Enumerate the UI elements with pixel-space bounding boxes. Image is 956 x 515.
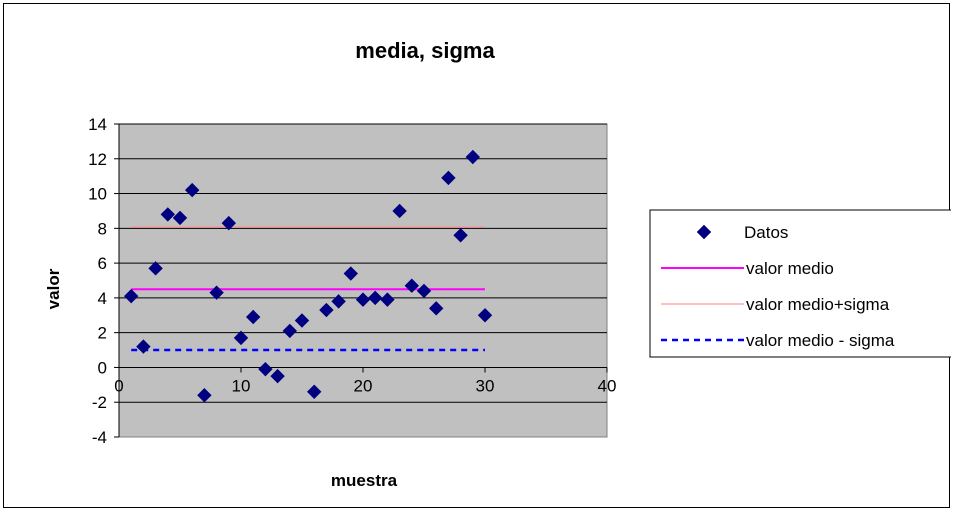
x-tick-label-3: 30 — [476, 376, 495, 395]
data-point-15 — [294, 313, 310, 328]
data-point-14 — [282, 323, 298, 339]
y-axis-title: valor — [44, 268, 63, 309]
data-point-23 — [392, 203, 407, 219]
data-point-7 — [197, 388, 212, 403]
data-point-8 — [209, 285, 224, 300]
data-point-16 — [306, 384, 322, 399]
data-point-19 — [343, 266, 359, 281]
x-tick-label-2: 20 — [354, 376, 373, 395]
x-tick-label-1: 10 — [232, 376, 251, 395]
x-axis-title: muestra — [331, 471, 398, 490]
data-point-6 — [184, 182, 200, 198]
plot-area — [118, 123, 608, 438]
legend-label-2: valor medio+sigma — [746, 295, 890, 314]
axes — [114, 123, 608, 438]
y-tick-label-3: 2 — [98, 324, 107, 343]
legend: Datos valor medio valor medio+sigma valor m… — [649, 209, 951, 358]
y-tick-label-2: 0 — [98, 358, 107, 377]
data-point-26 — [428, 301, 444, 316]
data-point-30 — [477, 308, 493, 323]
data-point-12 — [258, 361, 273, 377]
x-tick-label-0: 0 — [114, 376, 123, 395]
data-point-1 — [123, 288, 139, 304]
y-tick-label-9: 14 — [88, 115, 107, 134]
data-point-18 — [331, 294, 346, 309]
data-point-25 — [416, 283, 432, 299]
data-point-2 — [136, 339, 151, 354]
y-tick-label-1: -2 — [92, 393, 107, 412]
legend-label-3: valor medio - sigma — [746, 331, 895, 350]
data-point-27 — [441, 170, 456, 186]
legend-marker-0 — [696, 224, 712, 240]
data-point-24 — [404, 278, 420, 293]
data-point-10 — [233, 330, 249, 346]
data-point-11 — [245, 309, 261, 325]
data-point-17 — [319, 302, 334, 318]
y-tick-label-7: 10 — [88, 185, 107, 204]
chart-area: media, sigma -4 -2 0 2 4 6 8 10 12 14 0 10 20 30 40 mu… — [3, 3, 951, 508]
data-point-9 — [221, 215, 237, 231]
data-point-13 — [270, 368, 285, 384]
data-point-21 — [367, 290, 383, 306]
data-point-5 — [172, 210, 188, 226]
legend-label-0: Datos — [744, 223, 788, 242]
data-point-4 — [160, 207, 176, 222]
x-tick-label-4: 40 — [598, 376, 617, 395]
y-tick-label-6: 8 — [98, 219, 107, 238]
y-tick-label-8: 12 — [88, 150, 107, 169]
y-tick-label-4: 4 — [98, 289, 107, 308]
chart-title: media, sigma — [355, 38, 495, 63]
legend-label-1: valor medio — [746, 259, 834, 278]
data-point-29 — [465, 149, 481, 165]
y-tick-label-5: 6 — [98, 254, 107, 273]
data-point-22 — [380, 292, 395, 307]
data-points — [123, 149, 493, 403]
data-point-3 — [148, 261, 163, 276]
data-point-20 — [355, 292, 371, 307]
chart-canvas: media, sigma -4 -2 0 2 4 6 8 10 12 14 0 10 20 30 40 mu… — [44, 38, 951, 490]
tick-labels: -4 -2 0 2 4 6 8 10 12 14 0 10 20 30 40 — [88, 115, 616, 447]
y-tick-label-0: -4 — [92, 428, 107, 447]
data-point-28 — [453, 228, 468, 243]
